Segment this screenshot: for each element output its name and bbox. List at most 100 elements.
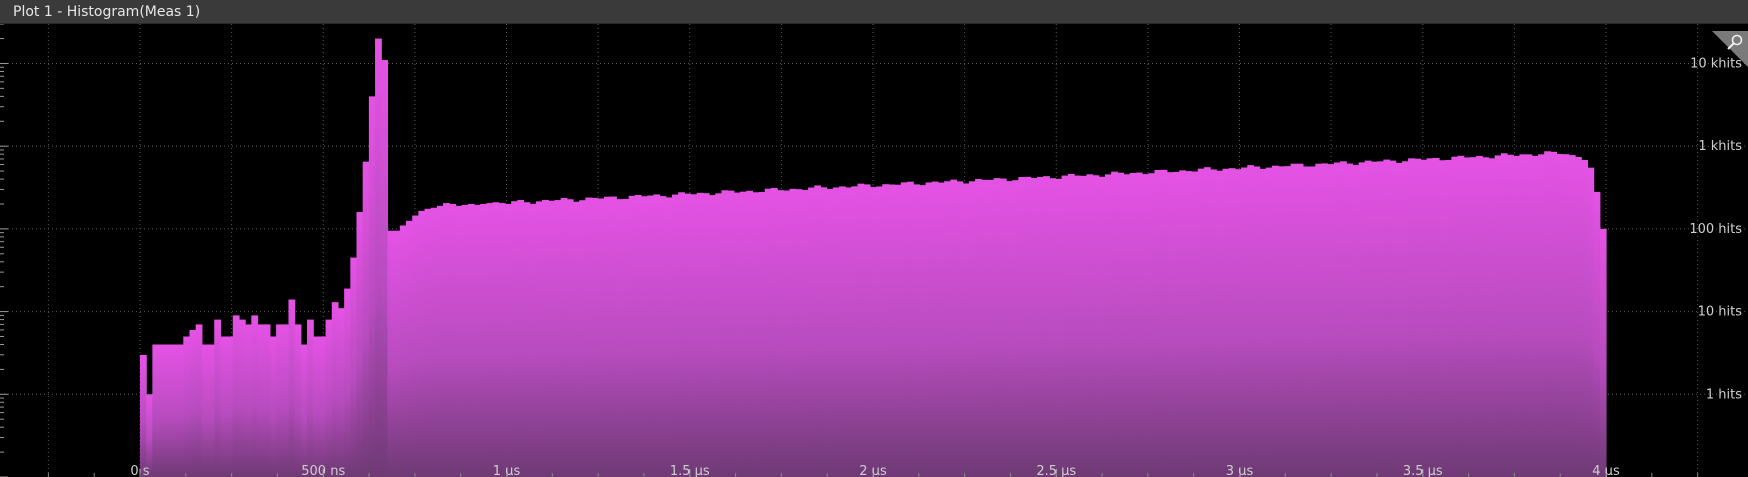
histogram-bar	[1364, 160, 1372, 477]
histogram-bar	[981, 179, 989, 477]
histogram-bar	[152, 344, 160, 477]
y-tick-label: 10 khits	[1690, 56, 1742, 71]
histogram-bar	[368, 96, 376, 477]
histogram-bar	[684, 193, 692, 477]
histogram-bar	[220, 336, 228, 477]
histogram-bar	[517, 199, 525, 477]
histogram-bar	[907, 181, 914, 477]
histogram-bar	[245, 324, 252, 477]
zoom-button[interactable]	[1708, 31, 1748, 67]
x-tick-label: 1 µs	[493, 464, 521, 477]
histogram-bar	[251, 315, 259, 477]
histogram-bar	[993, 178, 1001, 477]
histogram-bar	[838, 186, 846, 477]
histogram-bar	[1340, 161, 1347, 477]
histogram-bar	[1383, 159, 1391, 477]
histogram-bar	[1142, 174, 1149, 477]
histogram-bar	[1043, 176, 1050, 477]
histogram-bar	[1513, 155, 1521, 477]
histogram-bar	[975, 178, 982, 477]
histogram-bar	[1247, 165, 1255, 477]
histogram-bar	[659, 196, 667, 477]
histogram-bar	[1358, 162, 1366, 477]
histogram-bar	[238, 319, 246, 477]
histogram-bar	[356, 211, 364, 477]
histogram-bar	[1581, 160, 1589, 477]
histogram-bar	[1432, 157, 1440, 477]
histogram-bar	[1519, 154, 1527, 477]
histogram-bar	[715, 193, 723, 477]
histogram-bar	[1321, 163, 1329, 477]
histogram-bar	[1333, 162, 1341, 477]
histogram-bar	[1296, 163, 1304, 477]
histogram-bar	[449, 203, 457, 477]
histogram-bar	[1197, 168, 1205, 477]
histogram-bar	[832, 187, 840, 477]
histogram-bar	[300, 344, 308, 477]
histogram-bar	[1568, 155, 1576, 477]
histogram-bar	[764, 188, 772, 477]
histogram-plot[interactable]: 0 s 500 ns 1 µs 1.5 µs 2 µs 2.5 µs 3 µs 3.5 µs 4…	[0, 24, 1748, 477]
histogram-bar	[313, 336, 320, 477]
histogram-bar	[269, 336, 277, 477]
histogram-bar	[1203, 167, 1211, 477]
histogram-bar	[1080, 175, 1088, 477]
x-tick-label: 0 s	[130, 464, 149, 477]
histogram-bar	[201, 344, 209, 477]
histogram-bar	[1241, 167, 1248, 477]
histogram-bar	[1575, 156, 1582, 477]
histogram-bar	[523, 202, 531, 477]
x-tick-label: 3.5 µs	[1403, 464, 1443, 477]
histogram-bar	[424, 208, 432, 477]
histogram-bar	[1148, 173, 1156, 477]
histogram-bar	[919, 185, 927, 477]
histogram-bar	[1315, 163, 1323, 477]
histogram-bar	[956, 181, 964, 477]
histogram-bar	[1117, 172, 1125, 477]
histogram-bar	[1525, 154, 1533, 477]
histogram-bar	[560, 198, 568, 477]
histogram-bar	[597, 198, 605, 477]
histogram-bar	[1111, 171, 1118, 477]
histogram-bar	[1160, 169, 1168, 477]
histogram-bar	[1036, 176, 1044, 477]
histogram-bar	[1457, 155, 1465, 477]
histogram-bar	[579, 200, 586, 477]
histogram-bar	[535, 201, 543, 477]
histogram-bar	[1185, 171, 1193, 477]
histogram-bar	[1098, 176, 1106, 477]
histogram-bar	[808, 187, 815, 477]
histogram-bar	[214, 319, 222, 477]
histogram-bar	[1327, 164, 1335, 477]
y-tick-label: 10 hits	[1698, 305, 1743, 320]
histogram-bar	[690, 194, 698, 477]
histogram-bar	[498, 203, 506, 477]
histogram-bar	[1049, 178, 1057, 477]
histogram-bar	[393, 230, 401, 477]
histogram-bar	[1556, 154, 1564, 477]
histogram-bar	[1179, 170, 1186, 477]
histogram-bar	[436, 205, 444, 477]
histogram-bar	[727, 190, 735, 477]
histogram-bar	[337, 308, 345, 477]
histogram-bar	[1173, 171, 1180, 477]
y-tick-label: 1 khits	[1698, 139, 1742, 154]
histogram-bar	[634, 194, 642, 477]
histogram-bar	[319, 336, 327, 477]
histogram-bar	[1309, 166, 1316, 477]
histogram-bar	[554, 200, 562, 477]
histogram-bar	[1420, 159, 1428, 477]
histogram-bar	[375, 38, 382, 477]
histogram-bar	[1135, 172, 1143, 477]
histogram-bar	[1024, 176, 1032, 477]
x-tick-label: 4 µs	[1592, 464, 1620, 477]
histogram-bar	[962, 183, 970, 477]
histogram-bar	[350, 257, 358, 477]
histogram-bar	[814, 185, 822, 477]
histogram-bar	[232, 315, 240, 477]
histogram-bar	[195, 324, 203, 477]
histogram-bar	[1055, 178, 1063, 477]
histogram-bar	[381, 60, 389, 477]
histogram-bar	[610, 196, 617, 477]
histogram-bar	[480, 203, 487, 477]
